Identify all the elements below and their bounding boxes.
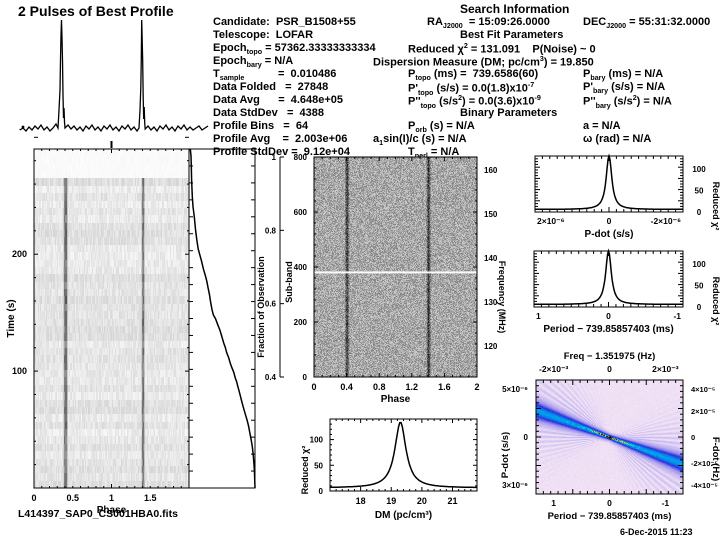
svg-text:.: .: [19, 125, 21, 132]
